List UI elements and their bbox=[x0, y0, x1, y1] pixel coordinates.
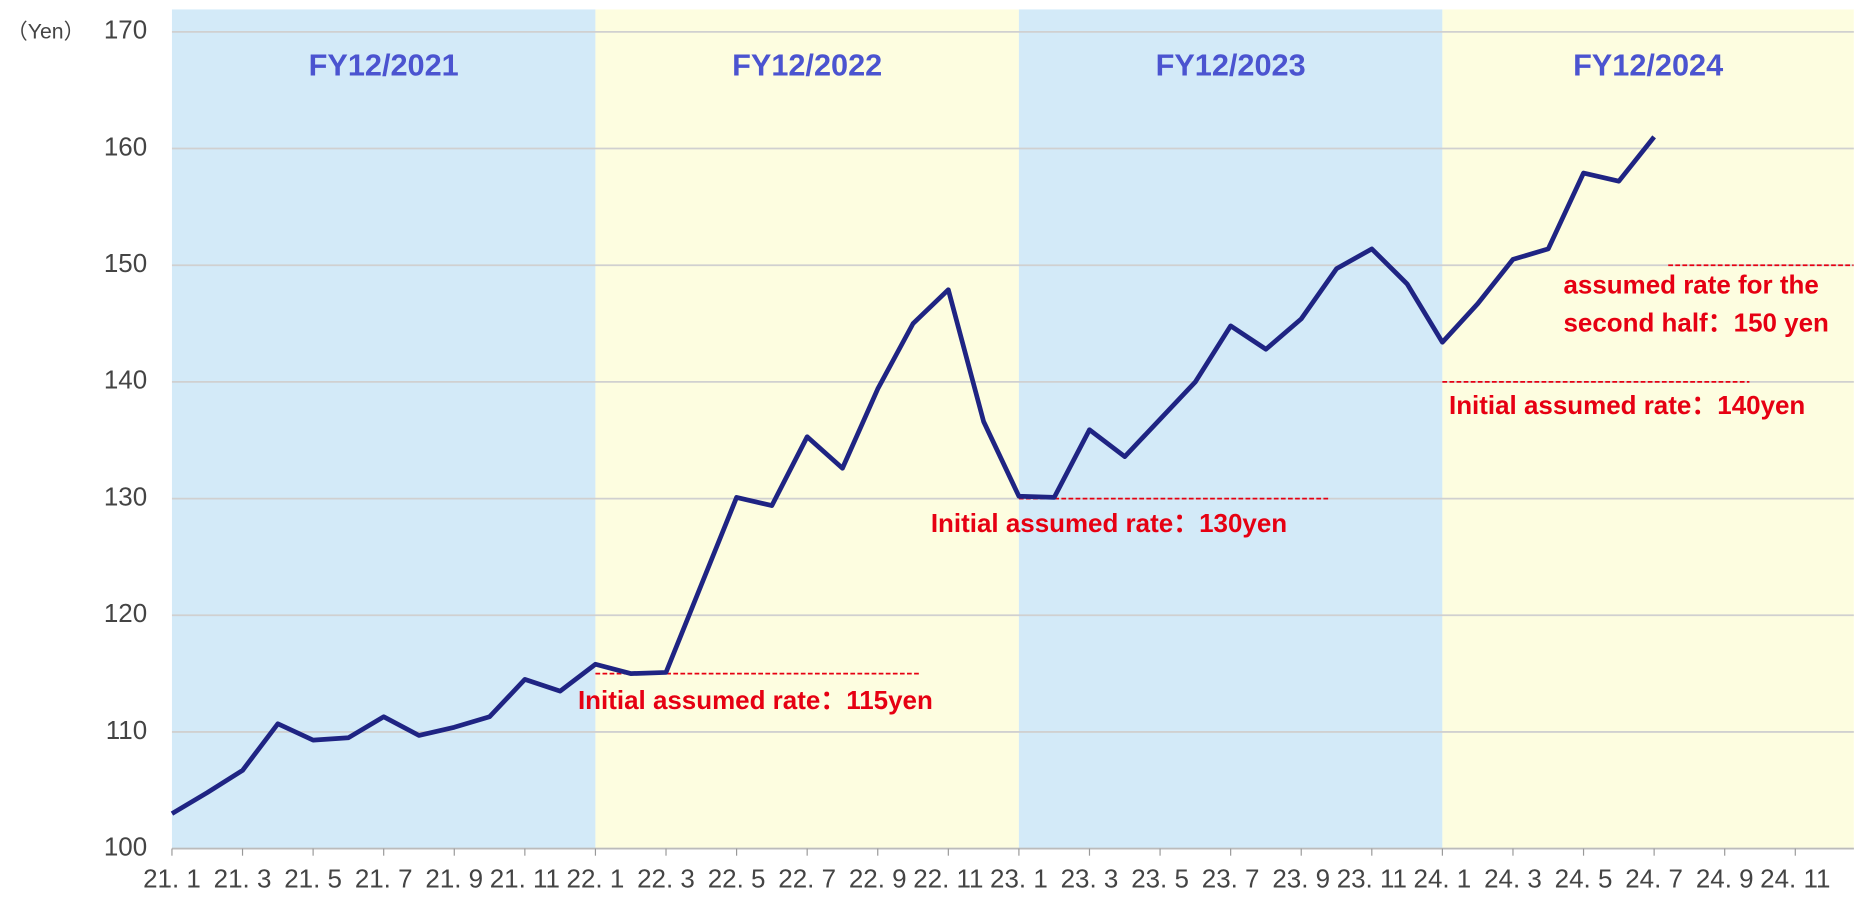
x-tick-label: 22. 1 bbox=[567, 863, 625, 893]
x-tick-label: 23. 11 bbox=[1337, 863, 1407, 893]
x-tick-label: 22. 11 bbox=[913, 863, 983, 893]
y-tick-label: 120 bbox=[104, 598, 147, 628]
period-band bbox=[1018, 9, 1443, 849]
period-label: FY12/2023 bbox=[1156, 47, 1306, 82]
y-tick-label: 130 bbox=[104, 481, 147, 511]
y-tick-label: 150 bbox=[104, 248, 147, 278]
annotation: Initial assumed rate：115yen bbox=[578, 685, 933, 715]
x-tick-label: 24. 1 bbox=[1414, 863, 1472, 893]
x-tick-label: 23. 3 bbox=[1061, 863, 1119, 893]
x-tick-label: 21. 7 bbox=[355, 863, 413, 893]
annotation: assumed rate for the bbox=[1563, 270, 1818, 300]
x-tick-label: 24. 7 bbox=[1625, 863, 1683, 893]
x-tick-label: 24. 5 bbox=[1555, 863, 1613, 893]
x-tick-label: 23. 5 bbox=[1131, 863, 1189, 893]
y-tick-label: 140 bbox=[104, 365, 147, 395]
period-label: FY12/2024 bbox=[1573, 47, 1723, 82]
x-tick-label: 24. 11 bbox=[1760, 863, 1830, 893]
annotation: Initial assumed rate：140yen bbox=[1449, 390, 1805, 420]
x-tick-label: 23. 7 bbox=[1202, 863, 1260, 893]
x-tick-label: 22. 5 bbox=[708, 863, 766, 893]
period-band bbox=[1442, 9, 1854, 849]
x-tick-label: 23. 9 bbox=[1272, 863, 1330, 893]
period-label: FY12/2021 bbox=[309, 47, 459, 82]
x-tick-label: 21. 3 bbox=[214, 863, 272, 893]
x-tick-label: 21. 11 bbox=[490, 863, 560, 893]
y-tick-label: 160 bbox=[104, 131, 147, 161]
period-label: FY12/2022 bbox=[732, 47, 882, 82]
x-tick-label: 22. 7 bbox=[778, 863, 836, 893]
x-tick-label: 21. 5 bbox=[284, 863, 342, 893]
y-tick-label: 110 bbox=[106, 715, 147, 745]
y-tick-label: 170 bbox=[104, 15, 147, 45]
x-tick-label: 24. 9 bbox=[1696, 863, 1754, 893]
x-tick-label: 21. 9 bbox=[425, 863, 483, 893]
x-tick-label: 23. 1 bbox=[990, 863, 1048, 893]
y-tick-label: 100 bbox=[104, 831, 147, 861]
period-band bbox=[595, 9, 1019, 849]
annotation: second half：150 yen bbox=[1563, 307, 1828, 337]
x-tick-label: 22. 3 bbox=[637, 863, 695, 893]
y-axis-label: （Yen） bbox=[7, 20, 85, 44]
x-tick-label: 21. 1 bbox=[143, 863, 201, 893]
annotation: Initial assumed rate：130yen bbox=[931, 508, 1287, 538]
period-band bbox=[171, 9, 596, 849]
line-series bbox=[170, 135, 1656, 816]
x-tick-label: 24. 3 bbox=[1484, 863, 1542, 893]
x-tick-label: 22. 9 bbox=[849, 863, 907, 893]
